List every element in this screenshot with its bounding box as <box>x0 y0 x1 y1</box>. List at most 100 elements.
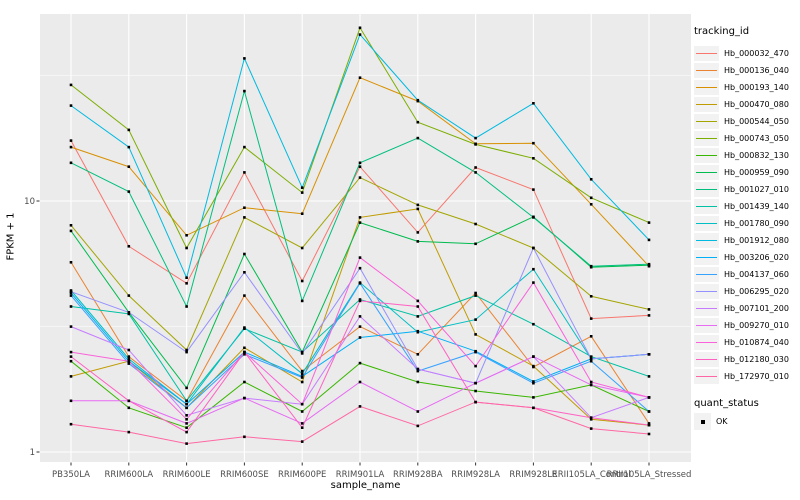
black-square-marker-icon <box>700 419 705 424</box>
data-point <box>474 294 477 297</box>
legend-line-swatch <box>696 52 717 55</box>
data-point <box>300 380 304 384</box>
legend-line-swatch <box>696 120 717 123</box>
data-point <box>416 410 420 413</box>
x-tick-label: PB350LA <box>52 470 90 480</box>
data-point <box>647 423 651 427</box>
data-point <box>416 424 420 428</box>
data-point <box>532 355 535 358</box>
legend-label: Hb_003206_020 <box>724 253 789 262</box>
data-point <box>69 325 73 328</box>
legend-line-swatch <box>696 69 717 72</box>
legend-item-Hb_000544_050: Hb_000544_050 <box>694 113 800 130</box>
data-point <box>532 102 535 105</box>
data-point <box>416 231 420 234</box>
data-point <box>358 26 362 30</box>
legend-line-swatch <box>696 290 717 293</box>
legend-key-line-icon <box>694 97 719 112</box>
data-point <box>647 353 651 356</box>
data-point <box>589 178 593 181</box>
data-point <box>243 206 246 209</box>
legend-line-swatch <box>696 324 717 327</box>
legend-line-swatch <box>696 103 717 106</box>
data-point <box>300 299 304 303</box>
data-point <box>69 229 73 233</box>
legend-label: Hb_000193_140 <box>724 83 789 92</box>
x-tick-label: RRIM600LE <box>163 470 211 480</box>
data-point <box>647 262 651 266</box>
legend-line-swatch <box>696 307 717 310</box>
data-point <box>185 414 188 417</box>
data-point <box>243 216 246 219</box>
legend-label: Hb_010874_040 <box>724 338 789 347</box>
data-point <box>127 190 131 193</box>
data-point <box>69 139 73 142</box>
data-point <box>358 176 362 179</box>
data-point <box>358 361 362 365</box>
legend-key-line-icon <box>694 233 719 248</box>
data-point <box>589 427 593 430</box>
legend-key-line-icon <box>694 216 719 231</box>
legend-line-swatch <box>696 239 717 242</box>
data-point <box>300 440 304 443</box>
data-point <box>185 386 188 390</box>
data-point <box>416 353 420 356</box>
data-point <box>589 418 593 421</box>
legend-line-swatch <box>696 188 717 191</box>
data-point <box>532 267 535 271</box>
legend-key-line-icon <box>694 114 719 129</box>
data-point <box>69 161 73 165</box>
y-tick-label: 1 <box>30 448 35 458</box>
data-point <box>127 165 131 168</box>
data-point <box>589 335 593 338</box>
legend-item-Hb_000832_130: Hb_000832_130 <box>694 147 800 164</box>
data-point <box>358 325 362 328</box>
legend-label: Hb_000743_050 <box>724 134 789 143</box>
data-point <box>647 238 651 242</box>
legend-key-line-icon <box>694 199 719 214</box>
data-point <box>358 161 362 165</box>
data-point <box>358 76 362 79</box>
data-point <box>243 252 246 256</box>
data-point <box>243 350 246 354</box>
data-point <box>185 276 188 279</box>
data-point <box>358 336 362 339</box>
data-point <box>185 442 188 445</box>
data-point <box>300 279 304 283</box>
legend-key-line-icon <box>694 284 719 299</box>
data-point <box>69 305 73 308</box>
legend-title-tracking-id: tracking_id <box>694 26 750 37</box>
data-point <box>243 171 246 174</box>
legend-label: Hb_001780_090 <box>724 219 789 228</box>
data-point <box>589 359 593 363</box>
legend-key-line-icon <box>694 46 719 61</box>
legend-label: Hb_172970_010 <box>724 372 789 381</box>
data-point <box>647 432 651 436</box>
data-point <box>416 240 420 243</box>
data-point <box>358 165 362 168</box>
legend-key-line-icon <box>694 335 719 350</box>
data-point <box>416 305 420 308</box>
y-tick-label: 10 <box>24 197 35 207</box>
data-point <box>185 426 188 429</box>
legend-label: Hb_001027_010 <box>724 185 789 194</box>
data-point <box>589 295 593 298</box>
data-point <box>69 261 73 264</box>
data-point <box>416 329 420 333</box>
x-axis-title: sample_name <box>330 480 401 491</box>
data-point <box>589 196 593 200</box>
data-point <box>532 381 535 385</box>
data-point <box>69 350 73 354</box>
legend-label: Hb_004137_060 <box>724 270 789 279</box>
x-tick-labels: PB350LA RRIM600LA RRIM600LE RRIM600SE RRIM60… <box>52 470 691 480</box>
data-point <box>300 376 304 379</box>
x-tick-label: RRIM928LA <box>451 470 500 480</box>
quant-ok-label: OK <box>716 417 728 426</box>
legend-item-Hb_000136_040: Hb_000136_040 <box>694 62 800 79</box>
data-point <box>127 348 131 352</box>
data-point <box>300 372 304 375</box>
data-point <box>416 299 420 303</box>
data-point <box>532 406 535 410</box>
data-point <box>589 416 593 419</box>
data-point <box>69 359 73 363</box>
